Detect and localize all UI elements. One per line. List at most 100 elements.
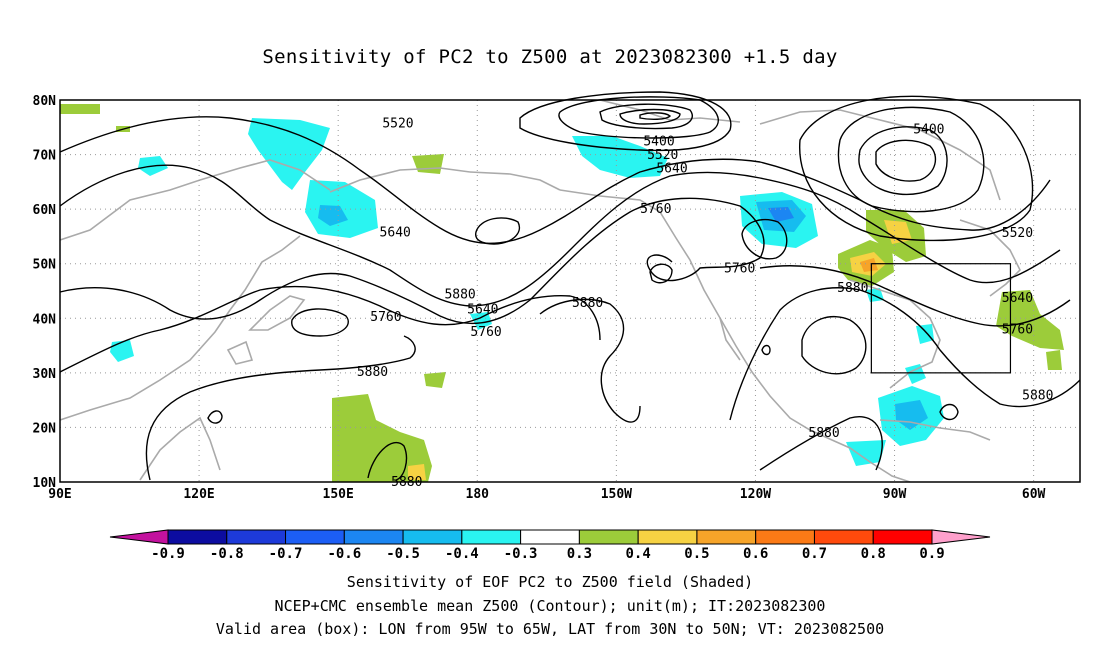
latitude-label: 30N <box>33 367 57 382</box>
negative-sensitivity-patch <box>846 440 886 466</box>
colorbar-bin <box>167 529 228 545</box>
longitude-label: 150W <box>601 487 632 502</box>
negative-sensitivity-patch <box>110 340 134 362</box>
positive-sensitivity-patch <box>424 372 446 388</box>
negative-sensitivity-patch <box>768 207 794 222</box>
positive-sensitivity-patch <box>996 290 1064 350</box>
colorbar-bin <box>402 529 463 545</box>
colorbar-label: 0.4 <box>626 546 651 562</box>
canada-low-2 <box>875 139 937 182</box>
positive-sensitivity-patch <box>860 258 878 272</box>
colorbar-label: -0.6 <box>327 546 361 562</box>
canada-low-4 <box>799 95 1034 242</box>
contour-label: 5880 <box>572 296 603 311</box>
colorbar-bin <box>226 529 287 545</box>
colorbar-label: 0.8 <box>861 546 886 562</box>
canada-low-3 <box>837 106 985 213</box>
contour-5880-g <box>291 308 349 337</box>
latitude-labels: 80N 70N 60N 50N 40N 30N 20N 10N <box>33 94 57 491</box>
colorbar-upper-arrow <box>931 529 991 545</box>
contour-5880-f <box>801 316 867 375</box>
negative-sensitivity-patch <box>895 400 928 430</box>
contour-5880-e <box>759 416 883 471</box>
colorbar-bin <box>461 529 522 545</box>
colorbar-bin <box>285 529 345 545</box>
contour-5880-m <box>761 344 771 356</box>
sensitivity-shading <box>60 104 1064 482</box>
contour-5880-j <box>649 263 673 284</box>
caption-line-3: Valid area (box): LON from 95W to 65W, L… <box>215 620 885 638</box>
contour-label: 5520 <box>1002 226 1033 241</box>
colorbar-bin <box>813 529 874 545</box>
contour-label: 5400 <box>643 134 674 149</box>
caption-line-2: NCEP+CMC ensemble mean Z500 (Contour); u… <box>274 597 826 615</box>
colorbar-label: 0.9 <box>919 546 944 562</box>
contour-label: 5760 <box>1002 323 1033 338</box>
colorbar-label: 0.5 <box>684 546 709 562</box>
longitude-label: 180 <box>466 487 490 502</box>
colorbar-label: -0.5 <box>386 546 420 562</box>
contour-label: 5760 <box>640 202 671 217</box>
contour-label: 5880 <box>444 288 475 303</box>
positive-sensitivity-patch <box>412 154 444 174</box>
contour-label: 5880 <box>808 426 839 441</box>
colorbar-bin <box>578 529 639 545</box>
map-panel: 5520564058805760588058805640576054005520… <box>33 91 1081 502</box>
latitude-label: 60N <box>33 203 57 218</box>
contour-5880 <box>59 285 601 373</box>
contour-5760-h <box>475 217 521 245</box>
contour-5880-b <box>145 335 416 481</box>
colorbar-bin <box>696 529 757 545</box>
colorbar-bin <box>343 529 404 545</box>
positive-sensitivity-patch <box>408 464 426 480</box>
latitude-label: 10N <box>33 476 57 491</box>
coastlines <box>59 99 1021 483</box>
colorbar-label: -0.8 <box>210 546 244 562</box>
colorbar-label: -0.9 <box>151 546 185 562</box>
longitude-label: 120E <box>183 487 214 502</box>
z500-contours <box>59 91 1081 481</box>
colorbar: -0.9 -0.8 -0.7 -0.6 -0.5 -0.4 -0.3 0.3 0.4 0.5 0.6… <box>109 529 991 562</box>
colorbar-bin <box>755 529 815 545</box>
contour-5880-c <box>539 298 641 423</box>
colorbar-label: 0.3 <box>567 546 592 562</box>
contour-label: 5880 <box>1022 389 1053 404</box>
polar-low-5 <box>519 91 732 152</box>
contour-5760 <box>59 197 765 325</box>
map-frame <box>59 99 1081 483</box>
negative-sensitivity-patch <box>318 205 348 226</box>
positive-sensitivity-patch <box>60 104 100 114</box>
contour-label: 5640 <box>656 162 687 177</box>
longitude-labels: 90E 120E 150E 180 150W 120W 90W 60W <box>48 487 1045 502</box>
negative-sensitivity-patch <box>248 118 330 190</box>
longitude-label: 60W <box>1022 487 1046 502</box>
contour-label: 5880 <box>357 365 388 380</box>
valid-area-box <box>870 263 1012 374</box>
negative-sensitivity-patch <box>470 312 492 330</box>
canada-low-1 <box>858 126 948 196</box>
contour-label: 5760 <box>724 262 755 277</box>
caption-line-1: Sensitivity of EOF PC2 to Z500 field (Sh… <box>346 573 754 591</box>
longitude-label: 120W <box>740 487 771 502</box>
contour-label: 5760 <box>470 325 501 340</box>
contour-5880-l <box>207 410 223 424</box>
latitude-label: 40N <box>33 312 57 327</box>
longitude-label: 90W <box>883 487 907 502</box>
contour-label: 5400 <box>913 122 944 137</box>
colorbar-label: -0.4 <box>445 546 479 562</box>
negative-sensitivity-patch <box>905 364 926 384</box>
contour-5760-east <box>759 265 1071 327</box>
contour-label: 5880 <box>837 281 868 296</box>
contour-label: 5760 <box>370 310 401 325</box>
latitude-label: 70N <box>33 149 57 164</box>
polar-low-1 <box>558 96 719 139</box>
negative-sensitivity-patch <box>916 324 934 344</box>
contour-5880-k <box>367 441 408 481</box>
contour-5520 <box>59 116 1051 245</box>
colorbar-label: -0.7 <box>269 546 303 562</box>
figure-title: Sensitivity of PC2 to Z500 at 2023082300… <box>262 46 838 68</box>
contour-5880-d <box>729 287 1081 421</box>
positive-sensitivity-patch <box>1046 350 1062 370</box>
colorbar-label: 0.6 <box>743 546 768 562</box>
polar-low-4 <box>639 112 672 121</box>
